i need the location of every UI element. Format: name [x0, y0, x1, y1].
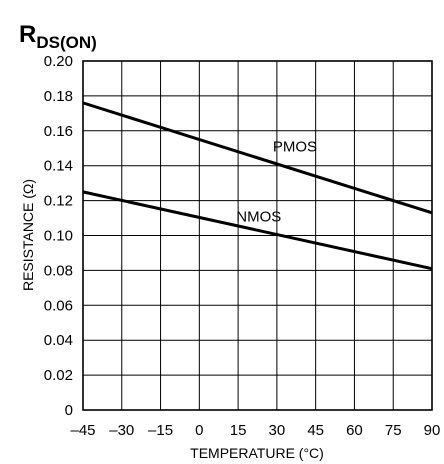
y-axis-label: RESISTANCE (Ω) — [20, 179, 36, 291]
x-tick-label: 90 — [424, 422, 441, 439]
x-tick-label: –15 — [148, 422, 173, 439]
y-tick-label: 0.12 — [44, 193, 73, 210]
y-tick-label: 0.06 — [44, 297, 73, 314]
chart-title: RDS(ON) — [19, 21, 97, 52]
x-tick-label: –45 — [70, 422, 95, 439]
series-label-pmos: PMOS — [273, 139, 317, 156]
y-tick-labels: 0 0.02 0.04 0.06 0.08 0.10 0.12 0.14 0.16 0.18 0.2… — [44, 53, 73, 419]
x-tick-label: 75 — [385, 422, 402, 439]
x-axis-label: TEMPERATURE (°C) — [190, 445, 324, 461]
y-tick-label: 0.08 — [44, 262, 73, 279]
x-tick-label: 45 — [307, 422, 324, 439]
chart-title-main: R — [19, 21, 36, 48]
y-tick-label: 0.16 — [44, 123, 73, 140]
y-tick-label: 0.10 — [44, 228, 73, 245]
x-tick-label: 60 — [346, 422, 363, 439]
series-label-nmos: NMOS — [236, 209, 281, 226]
grid-lines — [82, 60, 433, 411]
y-tick-label: 0.02 — [44, 367, 73, 384]
series-lines: PMOS NMOS — [82, 101, 433, 271]
x-tick-label: 30 — [269, 422, 286, 439]
y-tick-label: 0 — [65, 402, 73, 419]
x-tick-labels: –45 –30 –15 0 15 30 45 60 75 90 — [70, 422, 440, 439]
series-line-pmos — [82, 101, 433, 215]
x-tick-label: 0 — [195, 422, 203, 439]
y-tick-label: 0.20 — [44, 53, 73, 70]
y-tick-label: 0.18 — [44, 88, 73, 105]
x-tick-label: 15 — [230, 422, 247, 439]
y-tick-label: 0.14 — [44, 158, 73, 175]
chart-title-subscript: DS(ON) — [36, 33, 96, 52]
y-tick-label: 0.04 — [44, 332, 73, 349]
plot-frame — [82, 60, 433, 411]
x-tick-label: –30 — [109, 422, 134, 439]
series-line-nmos — [82, 190, 433, 271]
